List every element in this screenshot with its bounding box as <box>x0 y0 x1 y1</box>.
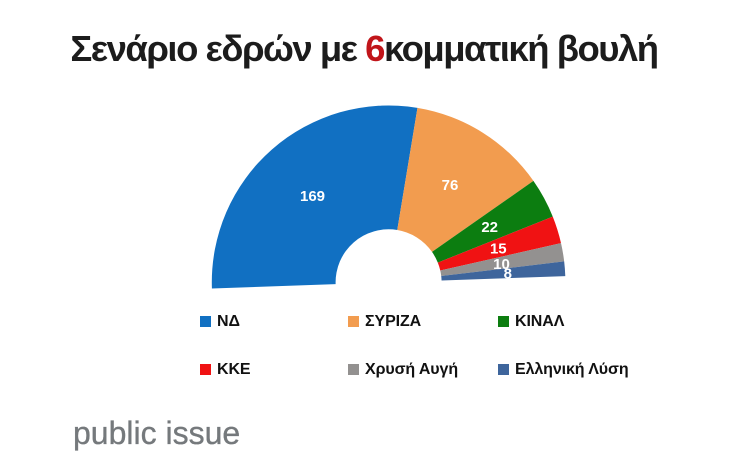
svg-text:8: 8 <box>504 266 512 283</box>
svg-text:22: 22 <box>481 219 498 236</box>
svg-text:169: 169 <box>300 188 325 205</box>
svg-text:15: 15 <box>490 241 507 258</box>
svg-text:10: 10 <box>493 256 510 273</box>
svg-text:76: 76 <box>442 177 459 194</box>
